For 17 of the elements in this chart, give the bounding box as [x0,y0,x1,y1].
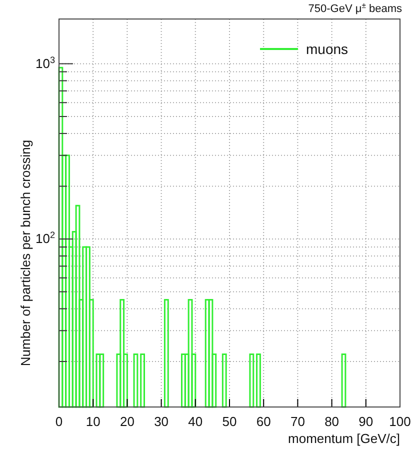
x-tick-label: 50 [222,414,237,430]
x-tick-label: 10 [86,414,100,430]
x-tick-label: 0 [55,414,63,430]
legend-label: muons [306,41,348,57]
x-tick-label: 40 [188,414,203,430]
y-axis-title: Number of particles per bunch crossing [18,140,33,366]
x-tick-label: 90 [358,414,374,430]
x-tick-label: 60 [256,414,271,430]
x-tick-label: 70 [290,414,305,430]
y-tick-label: 10$^{3}$ [35,54,55,71]
chart-title: 750-GeV μ$^{±}$ beams [308,0,402,15]
x-tick-label: 30 [154,414,169,430]
x-tick-label: 20 [120,414,134,430]
x-tick-label: 100 [389,414,411,430]
x-tick-label: 80 [324,414,340,430]
y-tick-label: 10$^{2}$ [35,230,55,246]
x-axis-title: momentum [GeV/c] [288,431,400,446]
